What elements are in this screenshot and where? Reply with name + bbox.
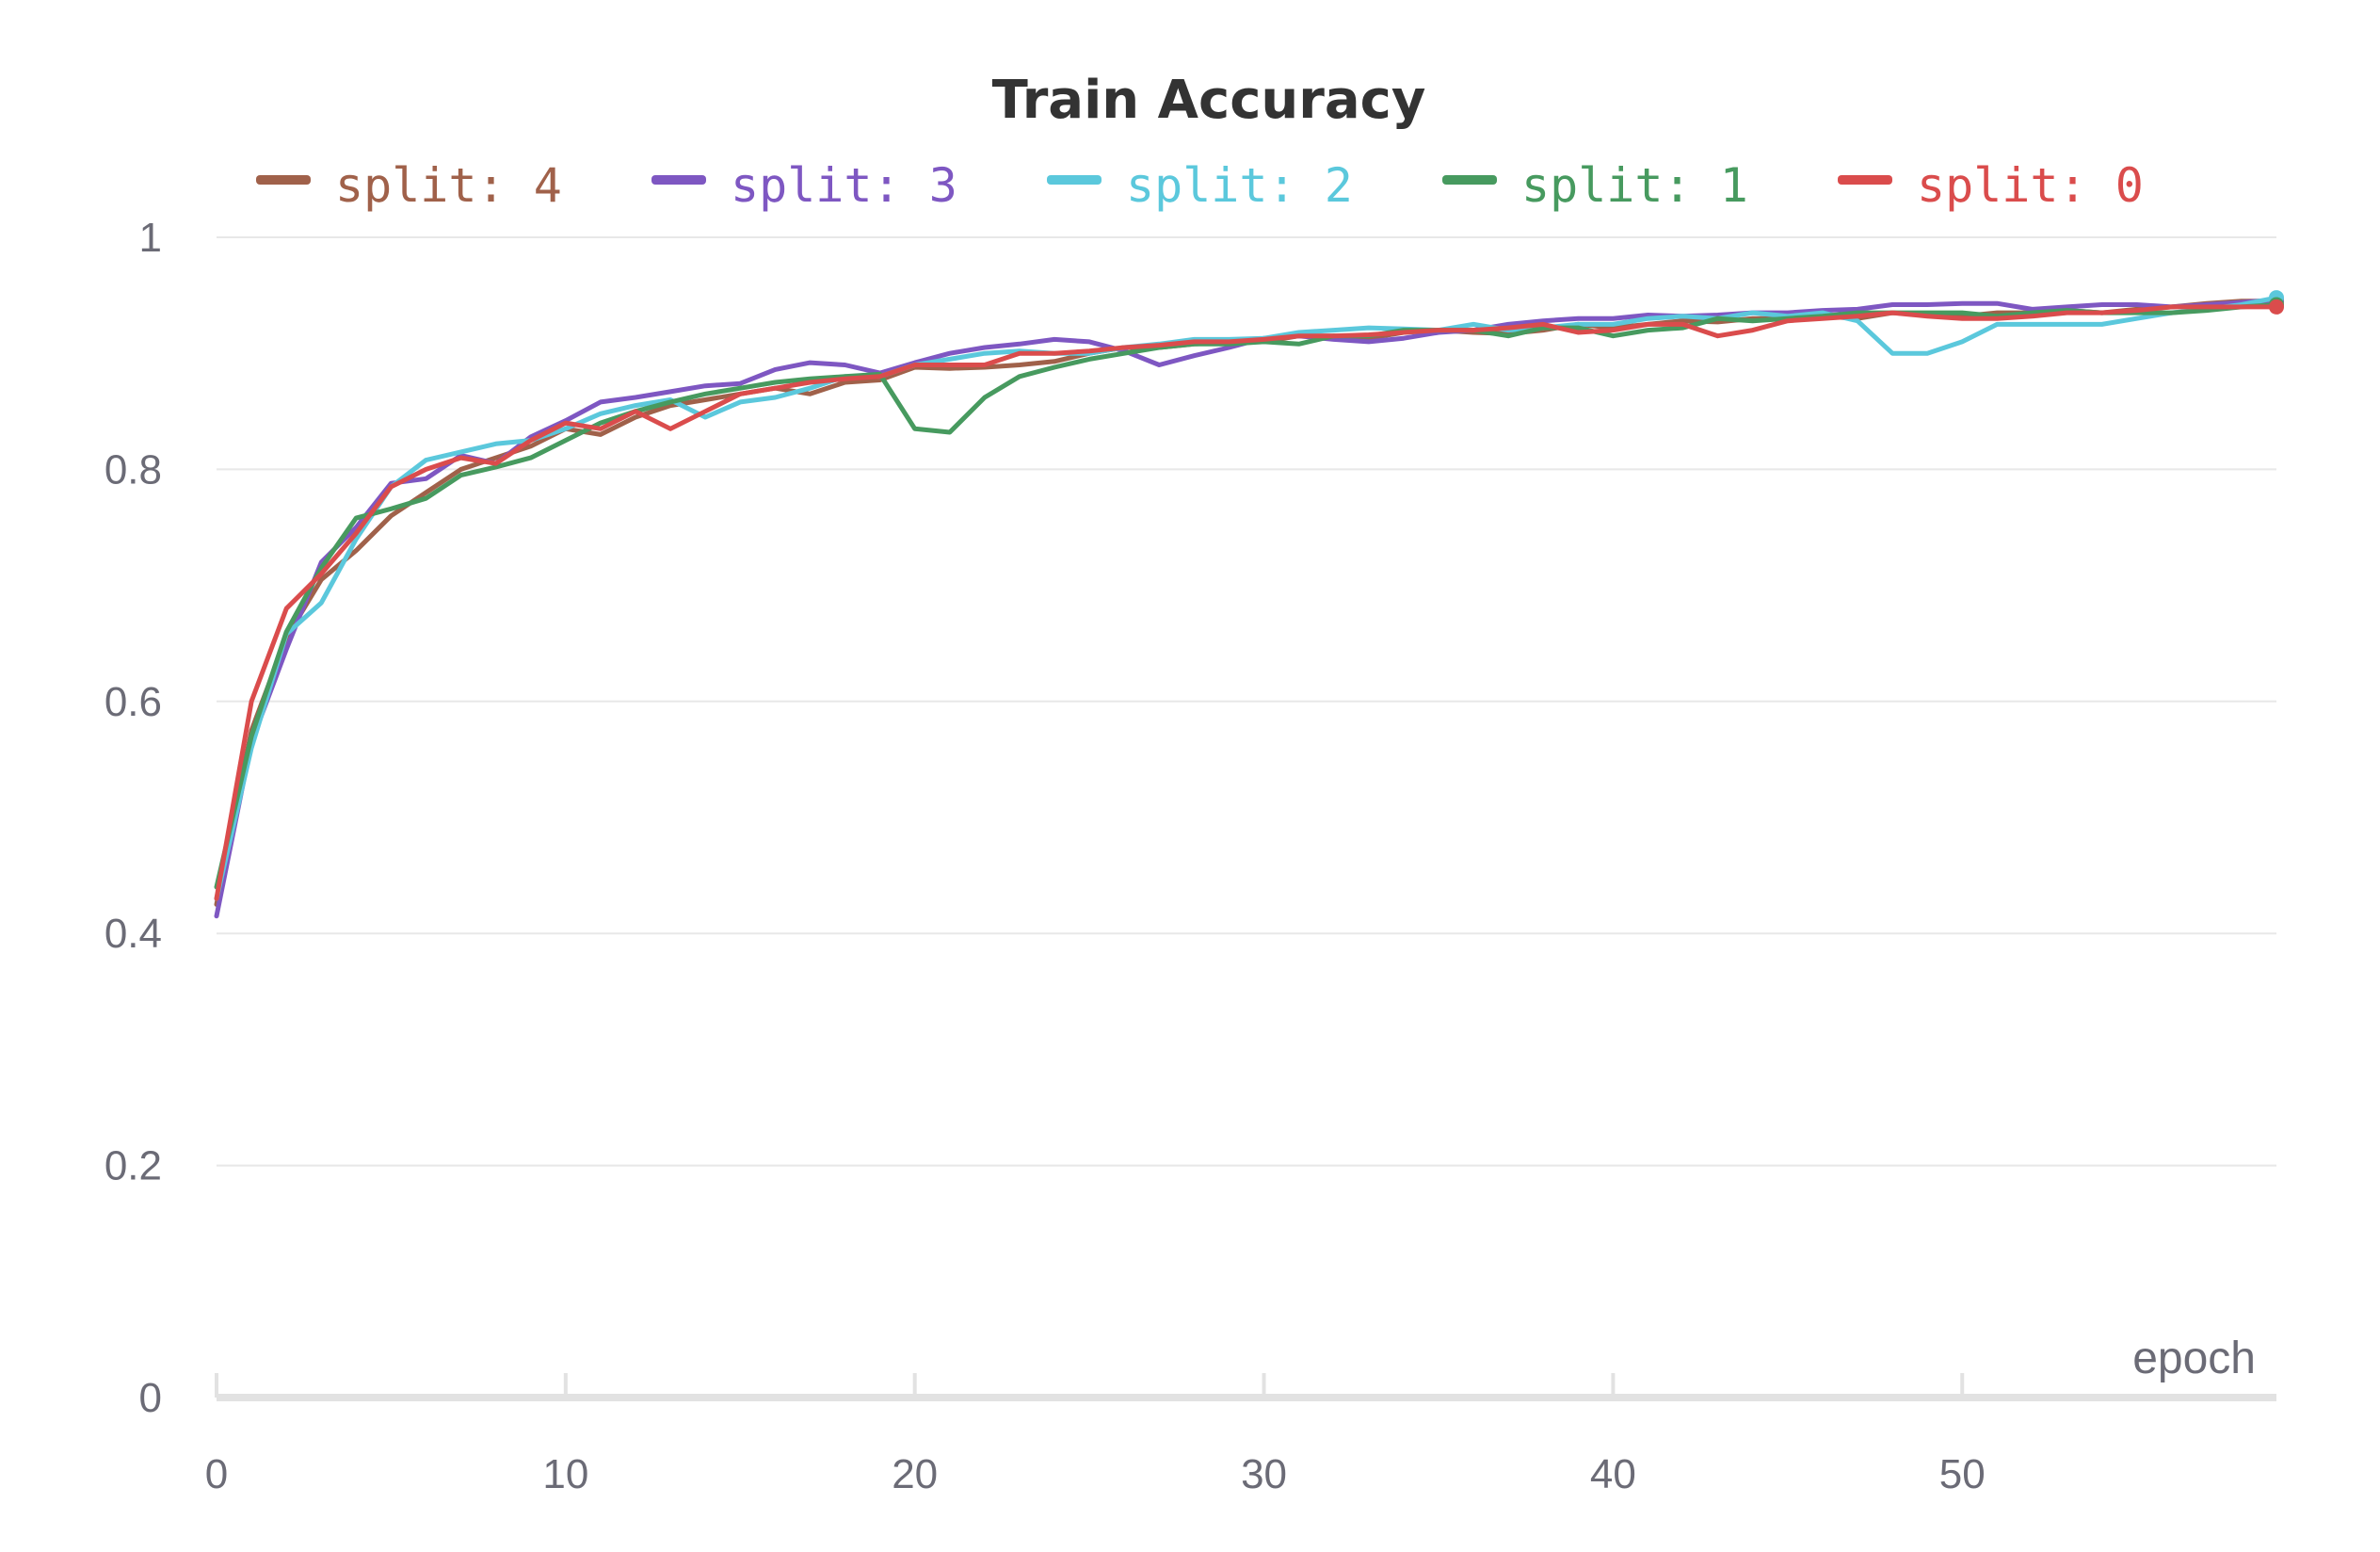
x-axis: 0 10 20 30 40 50	[205, 1373, 2276, 1497]
x-tick-label: 0	[205, 1451, 228, 1497]
y-tick-label: 0.6	[105, 679, 162, 725]
legend-swatch	[256, 175, 311, 185]
legend-swatch	[1442, 175, 1497, 185]
y-tick-label: 1	[139, 215, 162, 261]
legend-label: split: 0	[1917, 158, 2144, 213]
x-tick-label: 40	[1590, 1451, 1636, 1497]
legend-item: split: 2	[1047, 158, 1353, 213]
series-line-split-2	[214, 295, 2279, 901]
series-line-split-4	[214, 299, 2279, 907]
legend-label: split: 3	[731, 158, 957, 213]
x-axis-title: epoch	[2132, 1334, 2256, 1383]
legend-label: split: 1	[1521, 158, 1748, 213]
legend-item: split: 0	[1838, 158, 2144, 213]
x-tick-label: 30	[1241, 1451, 1287, 1497]
legend-item: split: 1	[1442, 158, 1748, 213]
series-lines	[214, 290, 2284, 919]
series-line-split-3	[214, 298, 2279, 919]
y-axis: 0 0.2 0.4 0.6 0.8 1	[105, 215, 162, 1421]
grid-lines	[217, 236, 2276, 1167]
y-tick-label: 0.8	[105, 446, 162, 493]
y-tick-label: 0	[139, 1375, 162, 1421]
legend-swatch	[1047, 175, 1102, 185]
legend-label: split: 2	[1126, 158, 1353, 213]
series-line-split-1	[214, 302, 2279, 890]
legend-item: split: 4	[256, 158, 562, 213]
legend-item: split: 3	[651, 158, 957, 213]
x-tick-label: 50	[1939, 1451, 1986, 1497]
x-tick-label: 20	[892, 1451, 938, 1497]
chart-title: Train Accuracy	[992, 70, 1426, 131]
series-end-point	[2269, 299, 2284, 315]
legend-swatch	[1838, 175, 1892, 185]
legend-label: split: 4	[335, 158, 562, 213]
legend-swatch	[651, 175, 706, 185]
y-tick-label: 0.2	[105, 1143, 162, 1189]
x-tick-label: 10	[542, 1451, 588, 1497]
legend: split: 4 split: 3 split: 2 split: 1 split: 0	[256, 158, 2144, 213]
y-tick-label: 0.4	[105, 911, 162, 957]
series-line-split-0	[214, 304, 2279, 901]
